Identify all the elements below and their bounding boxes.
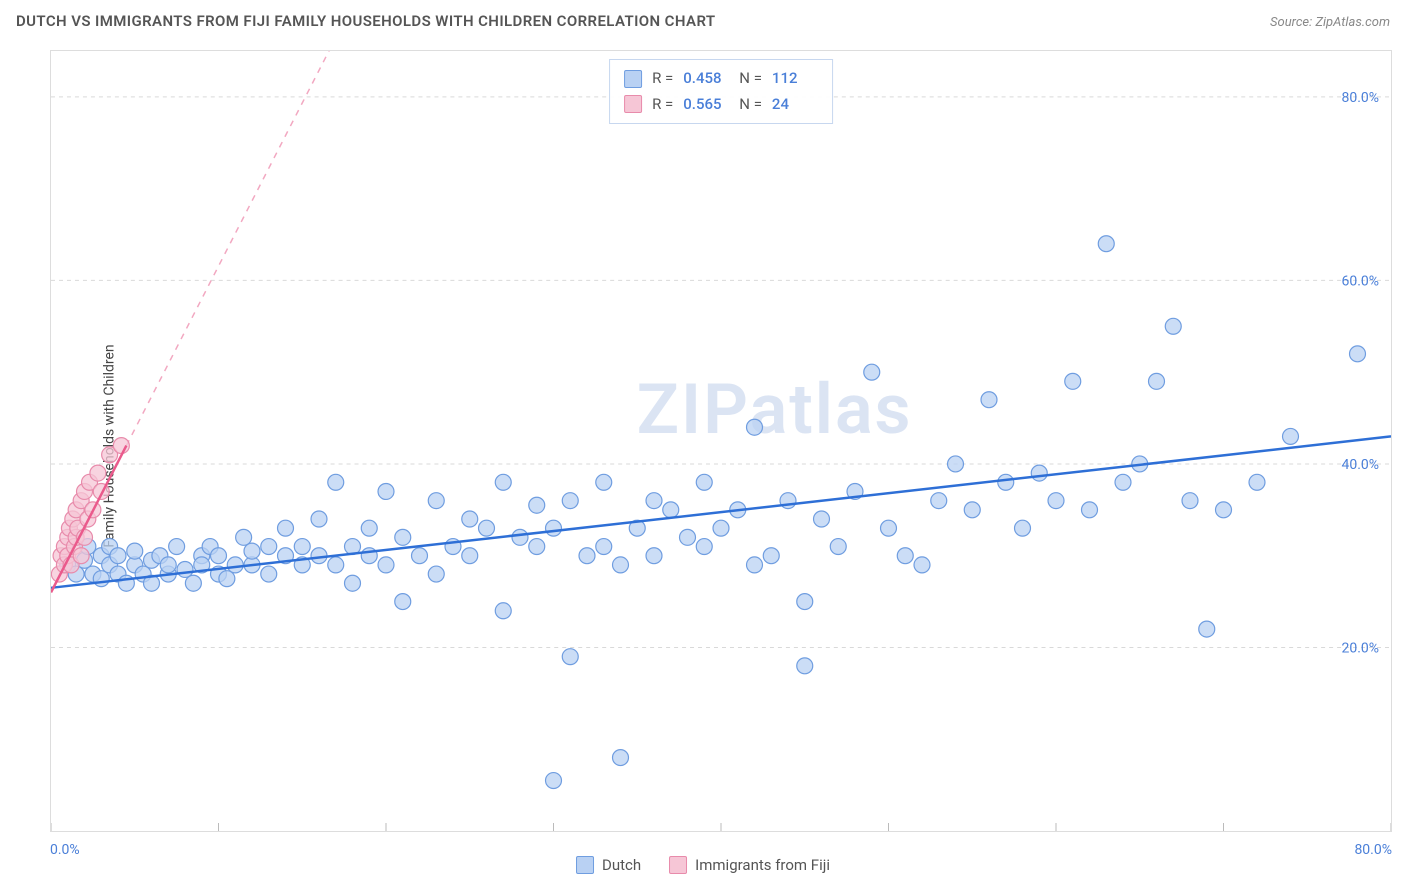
svg-text:40.0%: 40.0% — [1342, 457, 1379, 473]
swatch-fiji — [624, 95, 642, 113]
legend-label-dutch: Dutch — [602, 856, 641, 874]
chart-area: ZIPatlas R = 0.458 N = 112 R = 0.565 N =… — [50, 50, 1392, 832]
source-prefix: Source: — [1270, 15, 1315, 30]
r-value-fiji: 0.565 — [683, 92, 729, 118]
legend-swatch-dutch — [576, 856, 594, 874]
stats-row-fiji: R = 0.565 N = 24 — [624, 92, 818, 118]
stats-legend-box: R = 0.458 N = 112 R = 0.565 N = 24 — [609, 59, 833, 124]
source-name: ZipAtlas.com — [1315, 15, 1390, 30]
svg-text:80.0%: 80.0% — [1342, 90, 1379, 106]
r-label: R = — [652, 92, 673, 118]
scatter-plot-svg: 20.0% 40.0% 60.0% 80.0% — [51, 51, 1391, 831]
stats-row-dutch: R = 0.458 N = 112 — [624, 66, 818, 92]
svg-text:20.0%: 20.0% — [1342, 640, 1379, 656]
legend-swatch-fiji — [669, 856, 687, 874]
x-axis-min-label: 0.0% — [50, 842, 80, 858]
swatch-dutch — [624, 70, 642, 88]
r-value-dutch: 0.458 — [683, 66, 729, 92]
n-label: N = — [739, 66, 762, 92]
legend-label-fiji: Immigrants from Fiji — [695, 856, 830, 874]
legend-item-dutch: Dutch — [576, 856, 641, 874]
n-value-dutch: 112 — [772, 66, 818, 92]
chart-title: DUTCH VS IMMIGRANTS FROM FIJI FAMILY HOU… — [16, 12, 716, 30]
chart-header: DUTCH VS IMMIGRANTS FROM FIJI FAMILY HOU… — [0, 0, 1406, 34]
series-legend: Dutch Immigrants from Fiji — [576, 856, 830, 874]
n-label: N = — [739, 92, 762, 118]
legend-item-fiji: Immigrants from Fiji — [669, 856, 830, 874]
n-value-fiji: 24 — [772, 92, 818, 118]
source-attribution: Source: ZipAtlas.com — [1270, 15, 1390, 30]
r-label: R = — [652, 66, 673, 92]
x-axis-max-label: 80.0% — [1354, 842, 1392, 858]
svg-text:60.0%: 60.0% — [1342, 273, 1379, 289]
